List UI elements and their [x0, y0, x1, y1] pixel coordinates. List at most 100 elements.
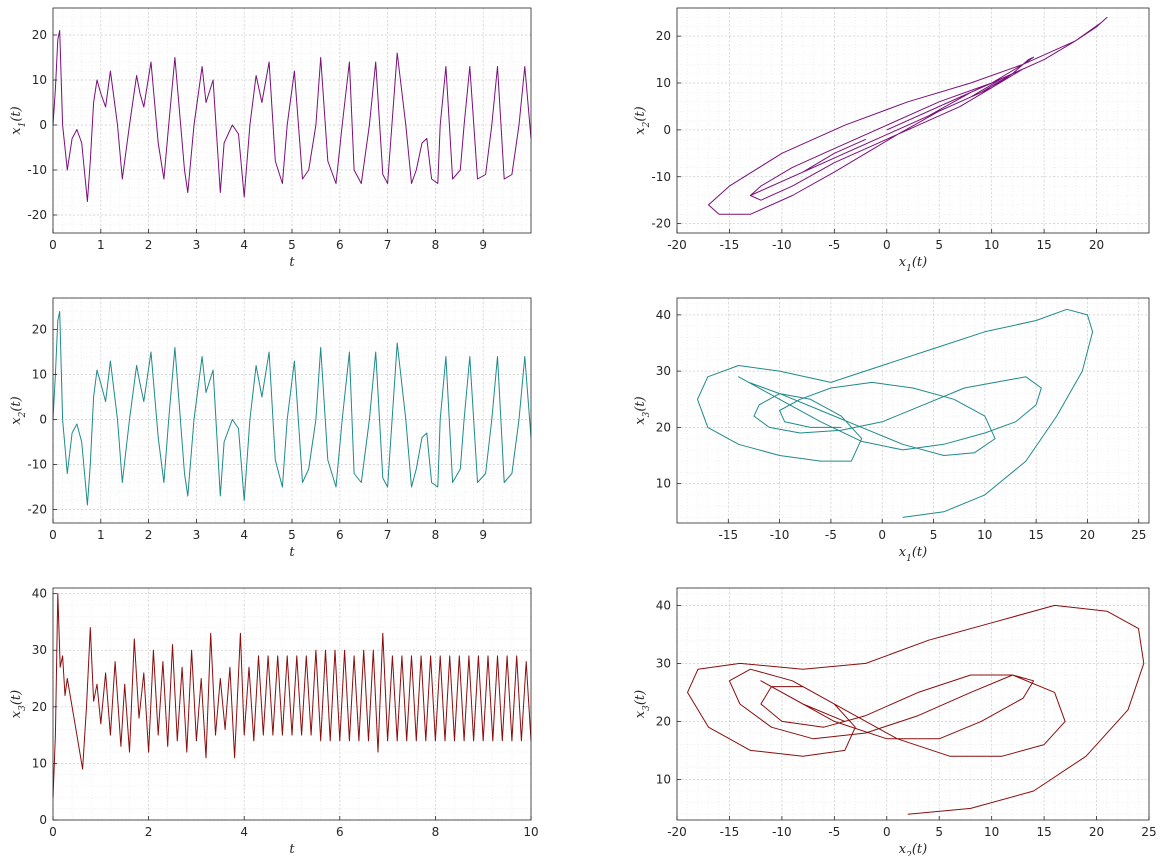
y-tick-label: 20: [32, 323, 47, 337]
panel-x2-vs-t: 0 1 2 3 4 5 6 7 8 9 -20 -10 0 10 20 t x2(t): [9, 297, 532, 560]
axes-frame: [676, 7, 1150, 234]
x-tick-label: 3: [193, 528, 201, 542]
series-line: [687, 604, 1145, 815]
x-tick-label: 5: [288, 238, 296, 252]
x-tick-label: -5: [828, 238, 840, 252]
x-tick-label: 0: [49, 825, 57, 839]
x-tick-label: 25: [1131, 528, 1146, 542]
x-tick-label: 10: [977, 528, 992, 542]
y-tick-label: 30: [656, 364, 671, 378]
x-tick-label: -10: [770, 528, 790, 542]
series-line: [708, 16, 1108, 215]
series-line: [52, 30, 532, 202]
x-tick-label: 6: [336, 238, 344, 252]
x-tick-label: 15: [1036, 238, 1051, 252]
y-axis-label: x3(t): [9, 690, 28, 718]
y-tick-label: 0: [39, 118, 47, 132]
x-tick-label: 8: [432, 238, 440, 252]
x-tick-label: -15: [718, 528, 738, 542]
x-axis-label: x1(t): [899, 545, 927, 564]
x-tick-label: 25: [1141, 825, 1156, 839]
x-tick-label: 20: [1089, 238, 1104, 252]
panel-x3-vs-t: 0 2 4 6 8 10 0 10 20 30 40 t x3(t): [9, 587, 539, 856]
x-tick-label: 8: [432, 528, 440, 542]
x-tick-label: -20: [667, 238, 687, 252]
y-tick-label: 20: [656, 29, 671, 43]
x-axis-label: t: [289, 545, 295, 560]
x-tick-label: 10: [984, 238, 999, 252]
y-tick-label: -10: [27, 458, 47, 472]
panel-x3-vs-x1: -15 -10 -5 0 5 10 15 20 25 10 20 30 40 x1(t) x3(t): [633, 297, 1150, 564]
panel-x2-vs-x1: -20 -15 -10 -5 0 5 10 15 20 -20 -10 0 10 20 x1(t) x2(t): [633, 7, 1150, 274]
y-tick-label: 20: [656, 714, 671, 728]
y-tick-label: 10: [656, 76, 671, 90]
x-tick-label: -5: [825, 528, 837, 542]
axes-frame: [52, 587, 532, 821]
y-tick-label: -10: [27, 163, 47, 177]
x-tick-label: 5: [935, 238, 943, 252]
x-tick-label: 7: [384, 528, 392, 542]
y-tick-label: 30: [32, 643, 47, 657]
x-axis-label: t: [289, 842, 295, 856]
x-tick-label: -20: [667, 825, 687, 839]
x-tick-label: 15: [1036, 825, 1051, 839]
y-tick-label: 10: [656, 772, 671, 786]
y-tick-label: 20: [32, 700, 47, 714]
y-tick-label: -20: [27, 503, 47, 517]
x-tick-label: 6: [336, 528, 344, 542]
x-tick-label: 3: [193, 238, 201, 252]
y-tick-label: 40: [656, 308, 671, 322]
x-tick-label: 4: [240, 238, 248, 252]
y-tick-label: 0: [39, 413, 47, 427]
y-tick-label: 10: [32, 368, 47, 382]
y-axis-label: x2(t): [633, 106, 652, 134]
x-tick-label: 0: [883, 238, 891, 252]
x-tick-label: 8: [432, 825, 440, 839]
y-tick-label: 10: [656, 477, 671, 491]
x-tick-label: 1: [97, 238, 105, 252]
x-axis-label: x1(t): [899, 255, 927, 274]
x-tick-label: 4: [240, 825, 248, 839]
x-tick-label: 5: [935, 825, 943, 839]
y-tick-label: 30: [656, 656, 671, 670]
y-axis-label: x2(t): [9, 396, 28, 424]
x-axis-label: t: [289, 255, 295, 270]
x-tick-label: 2: [145, 238, 153, 252]
y-tick-label: -20: [651, 217, 671, 231]
plot-area: [677, 588, 1149, 820]
x-tick-label: 9: [479, 528, 487, 542]
x-tick-label: -10: [772, 825, 792, 839]
x-tick-label: 0: [883, 825, 891, 839]
y-tick-label: -10: [651, 170, 671, 184]
y-axis-label: x3(t): [633, 396, 652, 424]
x-tick-label: 5: [930, 528, 938, 542]
x-tick-label: -15: [720, 238, 740, 252]
axes-frame: [676, 587, 1150, 821]
x-tick-label: -5: [828, 825, 840, 839]
plot-area: [677, 298, 1149, 523]
y-tick-label: 40: [32, 587, 47, 601]
x-tick-label: 6: [336, 825, 344, 839]
x-tick-label: 0: [878, 528, 886, 542]
x-tick-label: 20: [1089, 825, 1104, 839]
x-tick-label: 10: [523, 825, 538, 839]
y-tick-label: 40: [656, 598, 671, 612]
x-tick-label: 7: [384, 238, 392, 252]
series-line: [697, 308, 1094, 518]
axes-frame: [676, 297, 1150, 524]
x-tick-label: 4: [240, 528, 248, 542]
series-line: [52, 311, 532, 506]
x-tick-label: 20: [1080, 528, 1095, 542]
y-tick-label: 10: [32, 73, 47, 87]
x-tick-label: 9: [479, 238, 487, 252]
x-tick-label: 2: [145, 825, 153, 839]
x-tick-label: 10: [984, 825, 999, 839]
plot-area: [677, 8, 1149, 233]
y-tick-label: 0: [39, 813, 47, 827]
y-tick-label: 0: [663, 123, 671, 137]
y-axis-label: x3(t): [633, 690, 652, 718]
x-tick-label: 1: [97, 528, 105, 542]
x-tick-label: 5: [288, 528, 296, 542]
y-tick-label: -20: [27, 208, 47, 222]
